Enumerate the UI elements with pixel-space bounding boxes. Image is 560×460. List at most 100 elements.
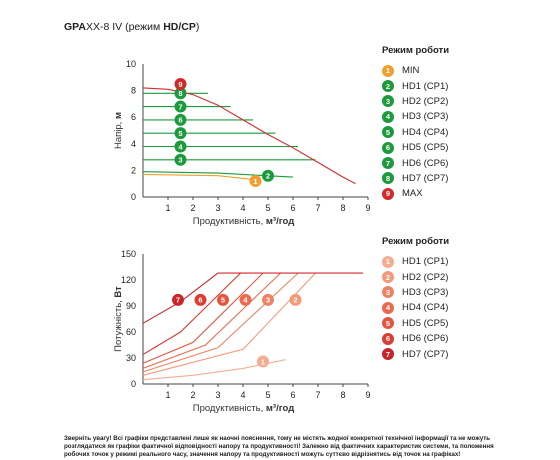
series-line <box>142 272 241 355</box>
marker-circle <box>172 293 184 306</box>
x-tick-label: 9 <box>365 390 370 400</box>
legend-item: 1 MIN <box>382 63 449 78</box>
legend-item: 5 HD5 (CP5) <box>382 316 449 331</box>
legend-badge: 4 <box>382 301 394 314</box>
marker-label: 5 <box>178 129 182 138</box>
x-tick-label: 2 <box>190 203 195 213</box>
y-tick-label: 0 <box>131 192 136 202</box>
x-tick-label: 8 <box>340 390 345 400</box>
legend-item: 7 HD7 (CP7) <box>382 346 449 361</box>
legend-label: HD2 (CP2) <box>402 271 449 283</box>
marker-circle <box>289 293 302 306</box>
marker-label: 2 <box>266 172 270 181</box>
legend-badge: 1 <box>382 255 394 268</box>
series-line <box>142 272 316 376</box>
series-marker: 6 <box>174 113 187 126</box>
x-tick-label: 2 <box>190 390 195 400</box>
legend-label: HD4 (CP4) <box>402 302 449 314</box>
x-tick-label: 3 <box>215 203 220 213</box>
series-marker: 3 <box>262 293 274 306</box>
legend-item: 3 HD3 (CP3) <box>382 285 449 300</box>
marker-label: 1 <box>261 357 265 366</box>
legend-label: HD3 (CP3) <box>402 111 449 123</box>
legend-label: MIN <box>402 65 420 77</box>
x-tick-label: 5 <box>265 390 270 400</box>
series-marker: 4 <box>239 293 252 306</box>
series-marker: 6 <box>194 293 207 306</box>
series-line <box>142 272 264 364</box>
marker-circle <box>249 175 262 188</box>
x-axis-label: Продуктивність, м³/год <box>193 216 295 227</box>
marker-label: 3 <box>178 156 182 165</box>
x-tick-label: 8 <box>340 203 345 213</box>
y-tick-label: 150 <box>121 249 136 259</box>
marker-label: 4 <box>243 296 248 305</box>
legend-item: 4 HD3 (CP3) <box>382 109 449 124</box>
marker-circle <box>262 169 274 182</box>
y-tick-label: 8 <box>131 86 136 96</box>
legend-label: MAX <box>402 188 423 200</box>
series-marker: 2 <box>262 169 274 182</box>
marker-circle <box>217 293 229 306</box>
series-marker: 1 <box>249 175 262 188</box>
footnote: Зверніть увагу! Всі графіки представлені… <box>64 435 494 458</box>
series-line <box>142 272 281 369</box>
y-tick-label: 10 <box>126 59 136 69</box>
legend-item: 9 MAX <box>382 186 449 201</box>
legend-badge: 5 <box>382 126 394 139</box>
x-tick-label: 7 <box>315 203 320 213</box>
legend-label: HD5 (CP5) <box>402 142 449 154</box>
x-tick-label: 3 <box>215 390 220 400</box>
x-tick-label: 6 <box>290 203 295 213</box>
marker-label: 2 <box>293 296 297 305</box>
x-tick-label: 7 <box>315 390 320 400</box>
y-tick-label: 0 <box>131 379 136 389</box>
y-axis-label: Напір, м <box>113 112 124 149</box>
marker-circle <box>262 293 274 306</box>
y-axis-label: Потужність, Вт <box>113 286 124 352</box>
legend-item: 3 HD2 (CP2) <box>382 94 449 109</box>
legend-badge: 4 <box>382 110 394 123</box>
marker-label: 7 <box>178 102 182 111</box>
series-marker: 2 <box>289 293 302 306</box>
legend-title: Режим роботи <box>382 45 450 56</box>
legend-badge: 1 <box>382 64 394 77</box>
y-tick-label: 4 <box>131 139 136 149</box>
legend-label: HD2 (CP2) <box>402 95 449 107</box>
marker-label: 6 <box>198 296 202 305</box>
legend-label: HD6 (CP6) <box>402 157 449 169</box>
legend-badge: 9 <box>382 187 394 200</box>
legend-label: HD6 (CP6) <box>402 333 449 345</box>
series-marker: 4 <box>174 140 187 153</box>
legend-label: HD3 (CP3) <box>402 286 449 298</box>
page-title: GPAXX-8 IV (режим HD/CP) <box>64 21 200 33</box>
legend-item: 6 HD5 (CP5) <box>382 140 449 155</box>
legend-title: Режим роботи <box>382 236 450 247</box>
legend-item: 2 HD2 (CP2) <box>382 269 449 284</box>
x-tick-label: 1 <box>165 390 170 400</box>
marker-label: 1 <box>253 177 257 186</box>
x-tick-label: 5 <box>265 203 270 213</box>
y-tick-label: 30 <box>126 353 136 363</box>
x-tick-label: 4 <box>240 390 245 400</box>
legend-badge: 7 <box>382 157 394 170</box>
marker-circle <box>174 127 187 140</box>
marker-circle <box>174 77 187 90</box>
marker-circle <box>239 293 252 306</box>
marker-circle <box>257 355 269 368</box>
legend-label: HD1 (CP1) <box>402 256 449 268</box>
marker-label: 6 <box>178 116 182 125</box>
legend-badge: 8 <box>382 172 394 185</box>
marker-circle <box>174 87 187 100</box>
legend-label: HD7 (CP7) <box>402 172 449 184</box>
legend-item: 2 HD1 (CP1) <box>382 78 449 93</box>
legend-badge: 3 <box>382 95 394 108</box>
legend-label: HD4 (CP4) <box>402 126 449 138</box>
series-marker: 5 <box>217 293 229 306</box>
y-tick-label: 120 <box>121 275 136 285</box>
series-marker: 9 <box>174 77 187 90</box>
x-tick-label: 4 <box>240 203 245 213</box>
legend-badge: 6 <box>382 141 394 154</box>
